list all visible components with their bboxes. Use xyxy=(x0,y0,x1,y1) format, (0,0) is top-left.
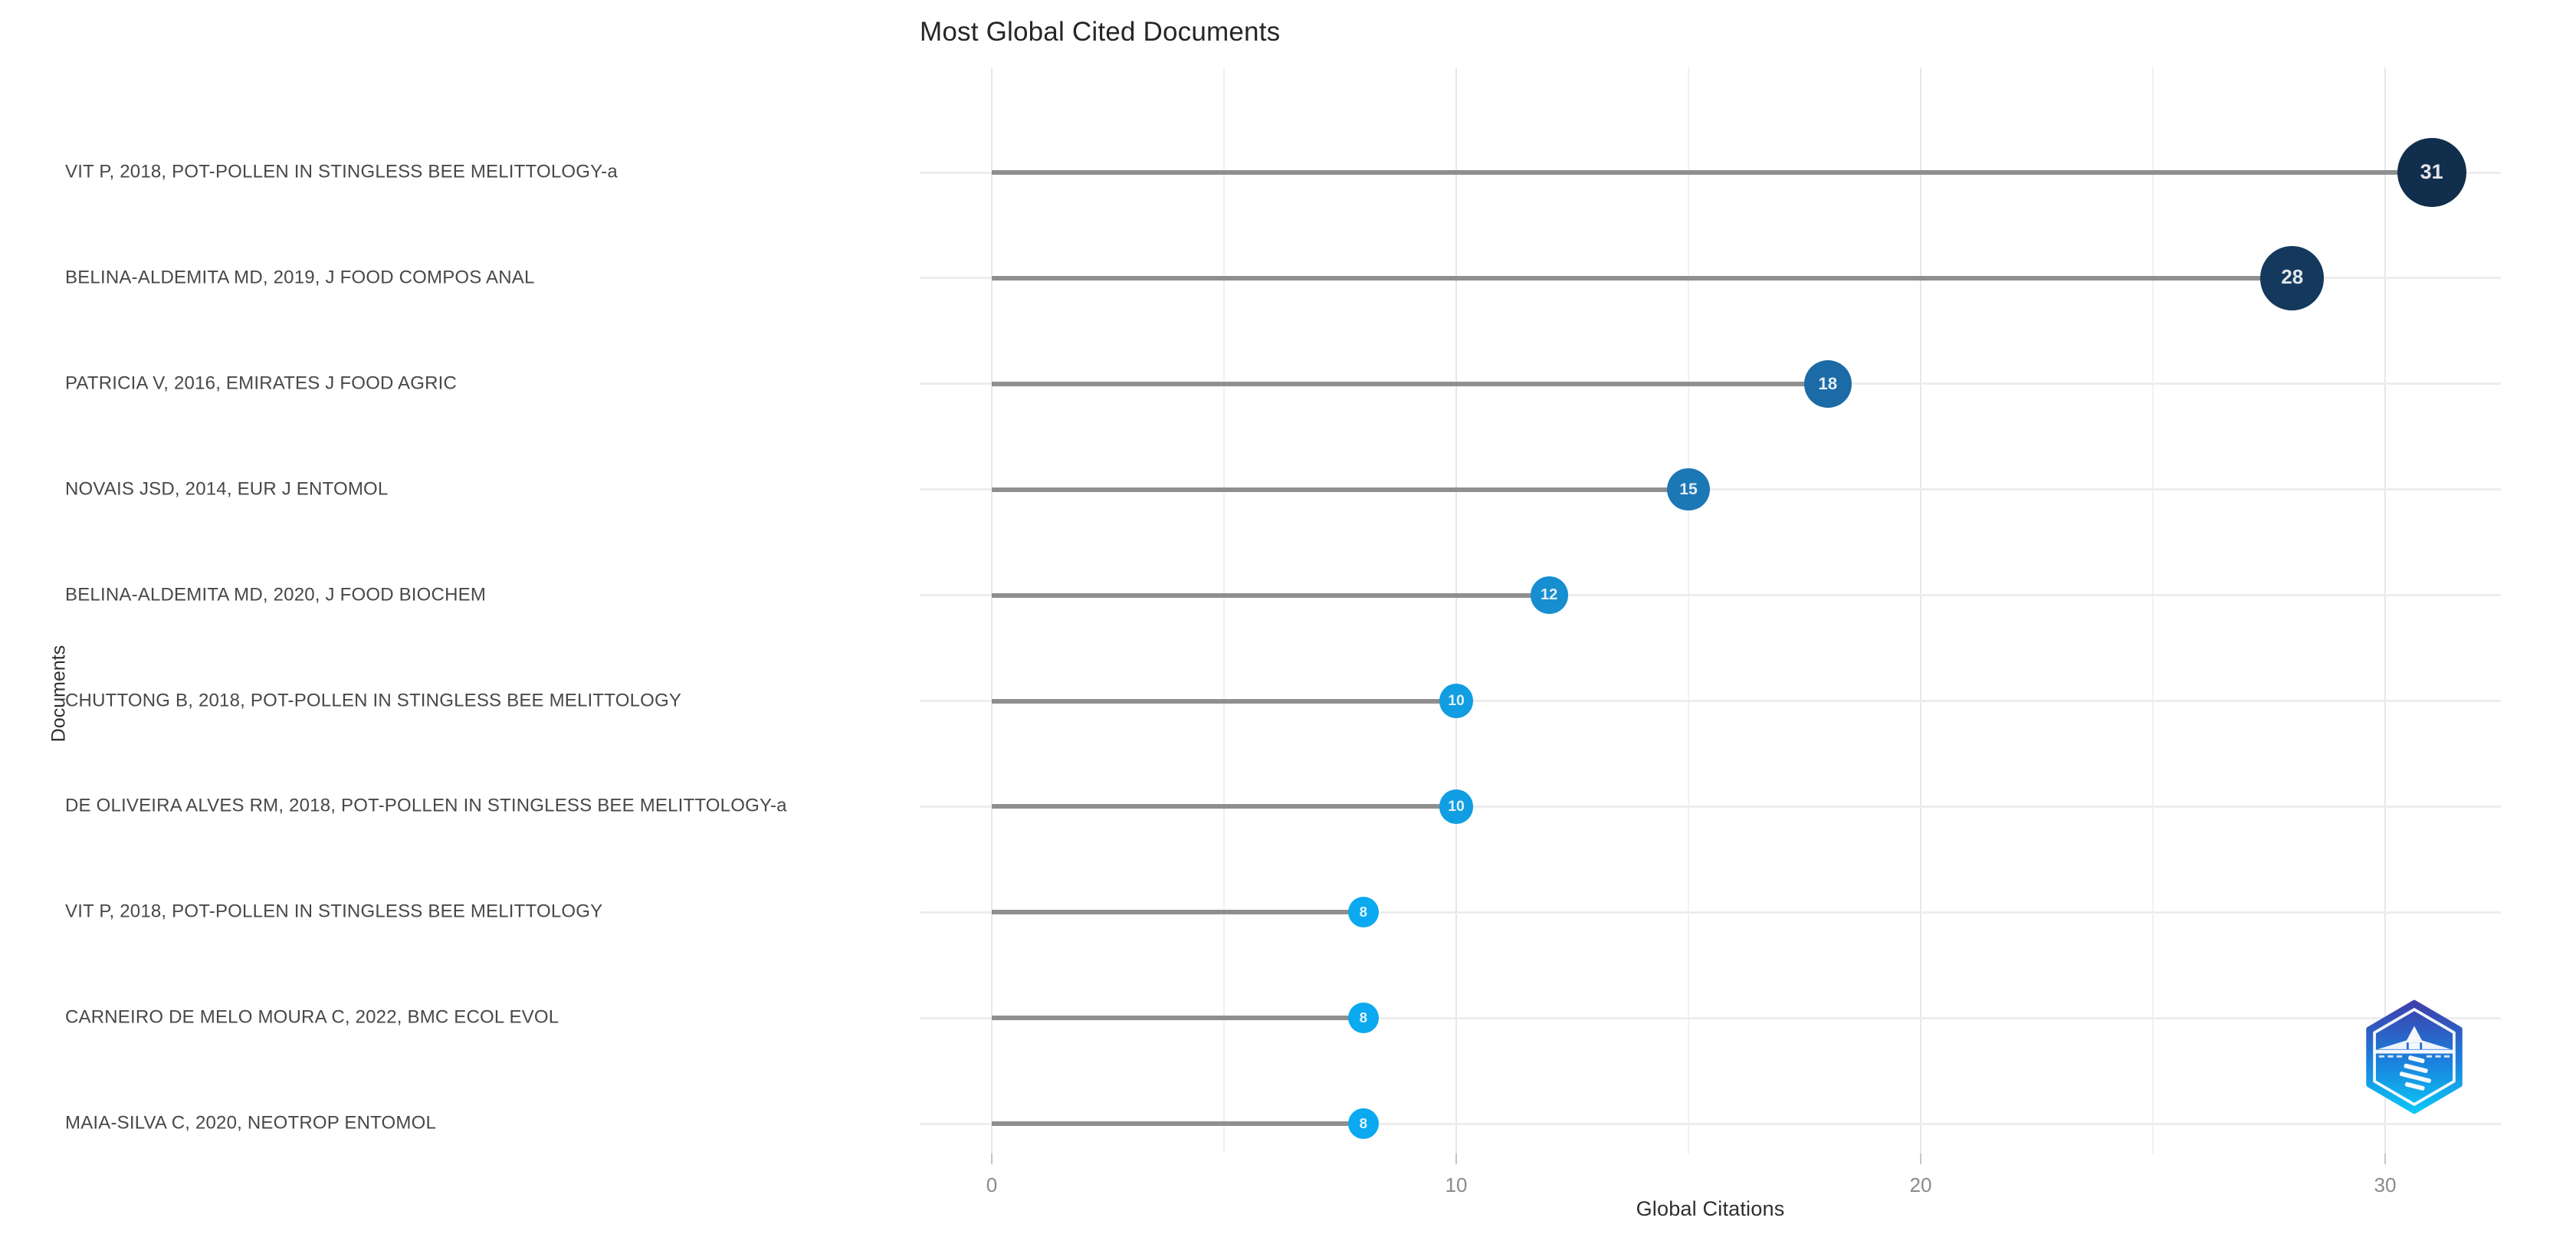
x-gridline xyxy=(2152,67,2154,1154)
x-gridline xyxy=(1920,67,1921,1154)
row-gridline xyxy=(920,1122,2501,1125)
row-gridline xyxy=(920,488,2501,491)
data-point-marker: 18 xyxy=(1803,359,1852,408)
x-tick-mark xyxy=(991,1154,993,1164)
row-gridline xyxy=(920,700,2501,702)
x-tick-label: 0 xyxy=(986,1173,998,1196)
x-tick-mark xyxy=(1920,1154,1921,1164)
data-point-marker: 8 xyxy=(1347,1003,1379,1034)
x-gridline xyxy=(1223,67,1225,1154)
row-gridline xyxy=(920,1016,2501,1019)
bibliometrix-lighthouse-icon xyxy=(2366,999,2463,1114)
plot-panel: 31 28 18 15 12 10 10 8 8 8 xyxy=(920,67,2501,1154)
data-point-marker: 10 xyxy=(1439,789,1474,824)
row-gridline xyxy=(920,805,2501,808)
data-point-marker: 8 xyxy=(1347,897,1379,928)
data-point-marker: 8 xyxy=(1347,1108,1379,1140)
y-axis-label: MAIA-SILVA C, 2020, NEOTROP ENTOMOL xyxy=(65,1112,437,1134)
lollipop-stem xyxy=(992,910,1363,915)
lollipop-stem xyxy=(992,804,1456,809)
x-axis-ticks: 0 10 20 30 xyxy=(920,1154,2501,1223)
row-gridline xyxy=(920,594,2501,597)
x-tick-label: 20 xyxy=(1909,1173,1932,1196)
lollipop-stem xyxy=(992,275,2292,281)
data-point-marker: 12 xyxy=(1530,576,1568,614)
y-axis-label: BELINA-ALDEMITA MD, 2020, J FOOD BIOCHEM xyxy=(65,584,487,606)
y-axis-label: CARNEIRO DE MELO MOURA C, 2022, BMC ECOL… xyxy=(65,1006,560,1028)
lollipop-stem xyxy=(992,592,1550,598)
y-axis-title: Documents xyxy=(48,645,70,743)
row-gridline xyxy=(920,911,2501,914)
x-tick-label: 10 xyxy=(1445,1173,1468,1196)
y-axis-label: PATRICIA V, 2016, EMIRATES J FOOD AGRIC xyxy=(65,373,458,394)
y-axis-label: DE OLIVEIRA ALVES RM, 2018, POT-POLLEN I… xyxy=(65,795,787,816)
lollipop-stem xyxy=(992,1121,1363,1127)
x-gridline xyxy=(1455,67,1457,1154)
lollipop-stem xyxy=(992,170,2432,175)
x-tick-mark xyxy=(2384,1154,2386,1164)
data-point-marker: 31 xyxy=(2397,138,2466,207)
y-axis-label: CHUTTONG B, 2018, POT-POLLEN IN STINGLES… xyxy=(65,689,682,711)
data-point-marker: 10 xyxy=(1439,684,1474,718)
x-gridline xyxy=(2384,67,2386,1154)
x-tick-label: 30 xyxy=(2374,1173,2397,1196)
y-axis-label: VIT P, 2018, POT-POLLEN IN STINGLESS BEE… xyxy=(65,901,603,922)
lollipop-stem xyxy=(992,487,1688,492)
lollipop-stem xyxy=(992,698,1456,704)
data-point-marker: 15 xyxy=(1667,468,1710,511)
x-gridline xyxy=(1688,67,1689,1154)
x-axis-title: Global Citations xyxy=(1636,1197,1785,1220)
chart-title: Most Global Cited Documents xyxy=(920,17,1281,47)
y-axis-label: NOVAIS JSD, 2014, EUR J ENTOMOL xyxy=(65,478,389,500)
x-tick-mark xyxy=(1455,1154,1457,1164)
lollipop-stem xyxy=(992,381,1828,386)
y-axis-label: VIT P, 2018, POT-POLLEN IN STINGLESS BEE… xyxy=(65,161,618,182)
x-gridline xyxy=(991,67,993,1154)
lollipop-stem xyxy=(992,1016,1363,1021)
y-axis-label: BELINA-ALDEMITA MD, 2019, J FOOD COMPOS … xyxy=(65,267,535,288)
data-point-marker: 28 xyxy=(2260,246,2325,310)
